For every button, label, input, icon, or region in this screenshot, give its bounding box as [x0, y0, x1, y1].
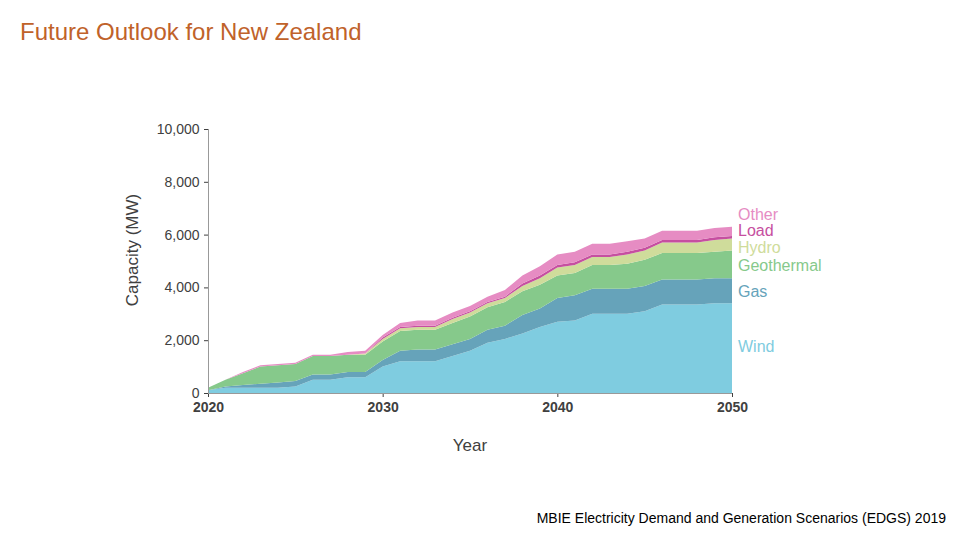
html-text:Load: Load: [738, 222, 774, 239]
html-text:Hydro: Hydro: [738, 239, 781, 256]
svg-text:4,000: 4,000: [164, 279, 199, 295]
svg-text:2050: 2050: [717, 399, 748, 415]
svg-text:8,000: 8,000: [164, 174, 199, 190]
html-text:MBIE Electricity Demand and Ge: MBIE Electricity Demand and Generation S…: [536, 510, 946, 526]
svg-text:2,000: 2,000: [164, 332, 199, 348]
svg-text:2030: 2030: [368, 399, 399, 415]
html-text:Other: Other: [738, 206, 778, 223]
html-text:Geothermal: Geothermal: [738, 257, 822, 274]
html-text:Year: Year: [452, 436, 488, 455]
html-text:Future Outlook for New Zealand: Future Outlook for New Zealand: [20, 18, 362, 45]
html-text:Capacity (MW): Capacity (MW): [123, 193, 142, 307]
svg-text:0: 0: [191, 385, 200, 401]
svg-text:6,000: 6,000: [164, 227, 199, 243]
html-text:Wind: Wind: [738, 338, 775, 355]
svg-text:10,000: 10,000: [157, 121, 200, 137]
svg-text:2040: 2040: [542, 399, 573, 415]
svg-text:2020: 2020: [193, 399, 224, 415]
html-text:Gas: Gas: [738, 283, 768, 300]
